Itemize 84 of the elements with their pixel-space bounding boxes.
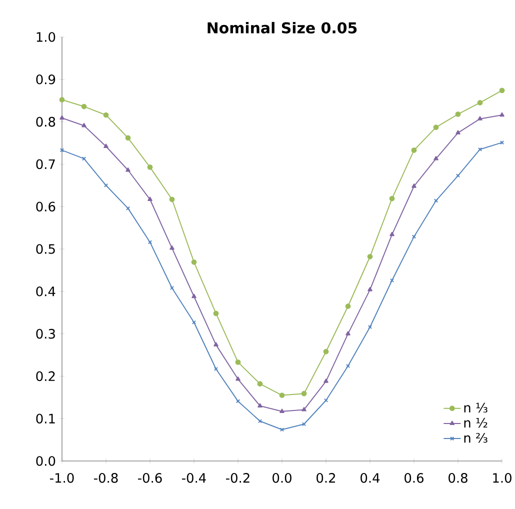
y-tick-label: 0.2 [36, 371, 55, 382]
point [478, 116, 482, 120]
x-tick-label: 0.8 [448, 473, 468, 483]
point [324, 378, 328, 383]
y-tick-label: 0.9 [36, 74, 56, 84]
y-tick-label: 1.0 [36, 32, 56, 42]
point [390, 278, 394, 282]
point [302, 407, 306, 412]
point [279, 392, 285, 398]
y-tick-label: 0.8 [36, 116, 56, 127]
x-tick-label: 1.0 [493, 473, 512, 483]
point [235, 360, 241, 365]
point [456, 174, 460, 178]
x-tick-label: -0.4 [182, 473, 206, 483]
point [104, 144, 108, 148]
point [104, 183, 108, 188]
point [214, 366, 218, 372]
y-tick-label: 0.0 [36, 456, 56, 466]
point [81, 104, 87, 110]
point [302, 422, 306, 426]
point [103, 112, 109, 118]
point [60, 115, 64, 120]
point [477, 100, 483, 106]
point [346, 331, 350, 336]
x-tick-label: -0.8 [94, 473, 118, 483]
point [499, 88, 505, 94]
x-tick-label: 0.4 [360, 473, 380, 483]
y-tick-label: 0.3 [36, 328, 55, 339]
point [126, 167, 130, 172]
point [368, 324, 372, 330]
x-tick-label: 0.2 [316, 473, 335, 483]
point [389, 196, 395, 202]
y-tick-label: 0.5 [36, 244, 55, 254]
point [192, 320, 196, 324]
point [456, 130, 460, 134]
y-tick-label: 0.6 [36, 202, 56, 212]
y-tick-label: 0.1 [36, 414, 55, 424]
point [82, 156, 86, 161]
point [390, 232, 394, 236]
y-tick-label: 0.7 [36, 159, 55, 170]
point [301, 390, 307, 396]
point [367, 254, 373, 260]
point [191, 259, 197, 265]
point [169, 196, 175, 202]
point [345, 304, 351, 309]
point [214, 342, 218, 346]
point [412, 234, 416, 239]
x-tick-label: 0.6 [404, 473, 424, 483]
point [236, 376, 240, 381]
point [280, 428, 284, 432]
point [500, 112, 504, 117]
x-tick-label: -1.0 [50, 473, 74, 483]
point [258, 419, 262, 424]
legend-label: n ⅔ [464, 432, 488, 443]
point [82, 122, 86, 128]
point [257, 381, 263, 387]
point [258, 403, 262, 408]
point [455, 111, 461, 117]
point [125, 135, 131, 141]
point [346, 364, 350, 368]
point [213, 310, 219, 316]
point [368, 287, 372, 292]
point [478, 147, 482, 152]
legend-label: n ⅓ [464, 402, 488, 413]
x-tick-label: 0.0 [272, 473, 292, 483]
point [323, 348, 329, 354]
point [280, 408, 284, 413]
point [412, 184, 416, 188]
point [170, 245, 174, 250]
point [147, 164, 153, 170]
point [148, 196, 152, 201]
y-tick-label: 0.4 [36, 286, 56, 296]
x-tick-label: -0.6 [138, 473, 162, 483]
point [411, 148, 417, 153]
x-tick-label: -0.2 [226, 473, 250, 483]
point [324, 398, 328, 402]
legend-label: n ½ [464, 418, 488, 428]
chart-title: Nominal Size 0.05 [208, 22, 357, 34]
point [170, 286, 174, 290]
point [434, 198, 438, 203]
point [434, 156, 438, 160]
point [192, 294, 196, 298]
point [59, 97, 65, 102]
point [433, 124, 439, 130]
